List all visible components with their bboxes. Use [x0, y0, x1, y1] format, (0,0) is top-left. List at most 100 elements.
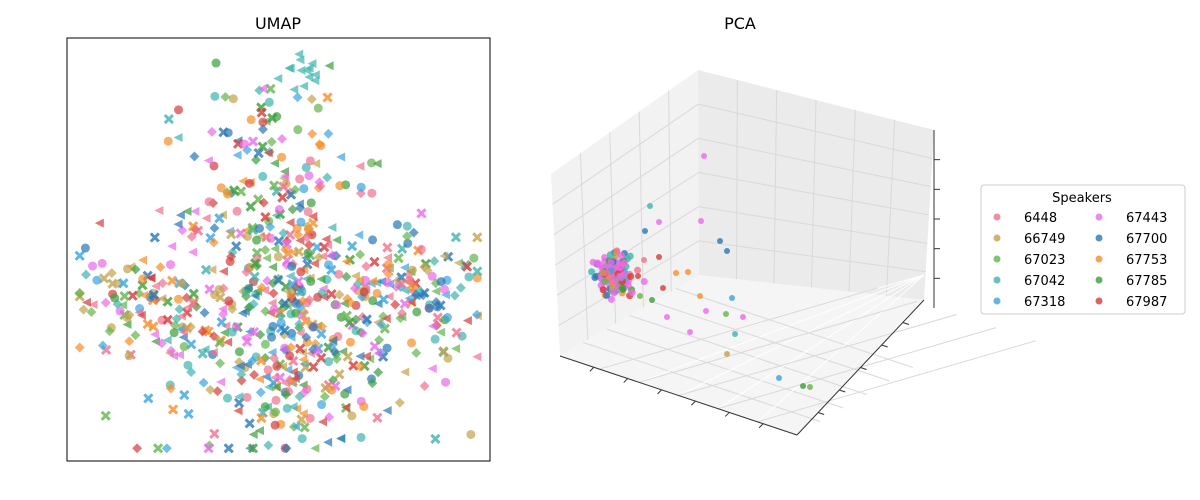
umap-point — [301, 332, 312, 343]
umap-point — [151, 281, 161, 291]
umap-point — [273, 274, 284, 286]
umap-point — [293, 246, 305, 257]
umap-point — [439, 251, 449, 261]
umap-point — [236, 369, 247, 380]
umap-point — [408, 227, 419, 238]
umap-point — [263, 365, 273, 375]
umap-point — [235, 361, 245, 371]
umap-point — [297, 434, 307, 444]
umap-point — [450, 232, 462, 243]
umap-point — [203, 443, 214, 454]
pca-gridline — [553, 137, 699, 236]
umap-point — [258, 84, 268, 94]
umap-point — [212, 386, 223, 397]
legend-entry: 6448 — [993, 211, 1057, 226]
umap-point — [94, 218, 104, 228]
umap-point — [472, 309, 482, 320]
legend-marker — [993, 213, 1001, 221]
umap-point — [251, 154, 261, 165]
umap-point — [270, 244, 280, 254]
umap-point — [258, 117, 268, 127]
umap-point — [261, 372, 271, 382]
umap-point — [218, 127, 229, 138]
umap-point — [215, 358, 226, 369]
umap-point — [359, 287, 369, 297]
umap-point — [288, 367, 298, 377]
umap-point — [267, 113, 278, 124]
umap-point — [435, 300, 446, 311]
umap-point — [285, 218, 295, 228]
umap-point — [327, 223, 337, 233]
pca-point — [660, 285, 666, 291]
pca-point — [701, 153, 707, 159]
umap-point — [308, 361, 319, 372]
umap-point — [319, 391, 330, 402]
umap-point — [382, 242, 393, 253]
umap-point — [453, 258, 463, 268]
umap-point — [368, 235, 378, 245]
umap-point — [313, 292, 323, 302]
pca-gridline — [818, 412, 825, 415]
pca-point — [800, 383, 806, 389]
umap-point — [290, 374, 300, 384]
umap-point — [466, 429, 476, 439]
umap-point — [205, 384, 216, 395]
umap-point — [100, 297, 111, 308]
umap-point — [81, 269, 91, 280]
umap-point — [293, 125, 303, 135]
pca-gridline — [698, 137, 931, 188]
umap-point — [404, 293, 414, 303]
umap-point — [161, 443, 172, 454]
umap-point — [252, 235, 262, 245]
legend-entry: 67700 — [1095, 232, 1167, 247]
umap-point — [306, 94, 317, 105]
umap-point — [369, 256, 380, 267]
umap-point — [264, 97, 274, 107]
umap-point — [247, 222, 258, 234]
umap-point — [280, 343, 290, 353]
umap-point — [416, 208, 427, 219]
pca-gridline — [698, 240, 926, 273]
umap-point — [156, 338, 167, 349]
umap-point — [208, 237, 219, 248]
pca-point — [591, 274, 599, 282]
umap-point — [472, 232, 483, 243]
umap-point — [188, 288, 199, 299]
umap-point — [132, 443, 143, 454]
umap-point — [107, 278, 118, 289]
umap-point — [263, 440, 274, 451]
umap-point — [243, 302, 254, 313]
umap-point — [257, 141, 268, 152]
umap-point — [223, 443, 234, 454]
umap-point — [182, 206, 192, 216]
umap-point — [295, 302, 306, 312]
umap-point — [322, 92, 333, 103]
pca-gridline — [860, 367, 867, 370]
pca-gridline — [629, 315, 867, 395]
umap-point — [166, 260, 176, 270]
umap-point — [240, 332, 250, 342]
umap-point — [368, 276, 378, 286]
umap-point — [321, 234, 331, 244]
umap-point — [218, 266, 228, 276]
umap-point — [331, 354, 342, 364]
umap-point — [269, 158, 279, 168]
umap-point — [269, 305, 279, 315]
umap-point — [256, 107, 267, 118]
umap-point — [209, 223, 220, 234]
umap-point — [226, 251, 237, 262]
umap-point — [357, 328, 368, 339]
umap-point — [278, 181, 289, 192]
pca-point — [637, 293, 643, 299]
umap-point — [260, 285, 270, 295]
umap-point — [119, 291, 130, 302]
umap-point — [430, 334, 440, 344]
umap-point — [183, 408, 194, 419]
umap-point — [283, 248, 294, 259]
umap-point — [341, 256, 351, 266]
umap-point — [281, 236, 292, 247]
umap-point — [382, 343, 392, 353]
umap-point — [349, 283, 360, 294]
umap-point — [233, 406, 243, 416]
umap-point — [348, 360, 359, 371]
